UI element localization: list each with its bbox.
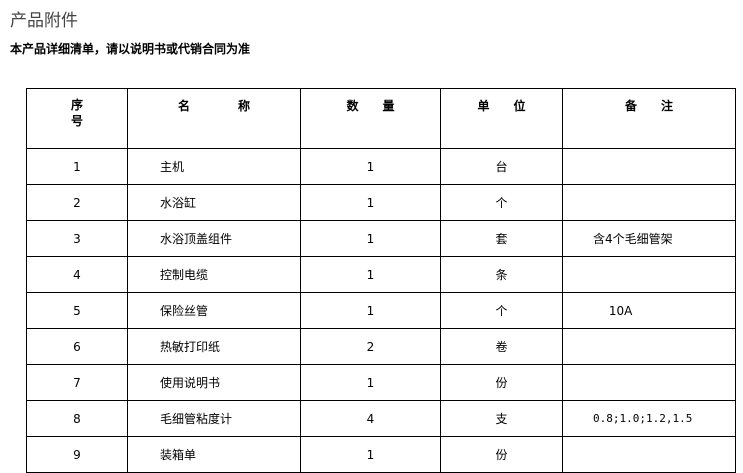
cell-name: 水浴缸 [127,184,301,221]
table-header-row: 序 号 名 称 数 量 单 位 备 注 [26,88,736,149]
table-row: 1 主机 1 台 [26,148,736,185]
header-index: 序 号 [26,88,128,149]
cell-unit: 支 [440,400,563,437]
cell-index: 2 [26,184,128,221]
cell-quantity: 4 [300,400,441,437]
page-title: 产品附件 [10,11,78,31]
cell-quantity: 1 [300,256,441,293]
page-subtitle: 本产品详细清单，请以说明书或代销合同为准 [10,42,251,56]
cell-name: 装箱单 [127,436,301,473]
table-row: 5 保险丝管 1 个 10A [26,292,736,329]
header-unit: 单 位 [440,88,563,149]
cell-name: 主机 [127,148,301,185]
cell-index: 5 [26,292,128,329]
cell-unit: 卷 [440,328,563,365]
header-quantity: 数 量 [300,88,441,149]
cell-unit: 个 [440,184,563,221]
table-row: 4 控制电缆 1 条 [26,256,736,293]
cell-unit: 台 [440,148,563,185]
cell-remark [562,328,736,365]
cell-index: 4 [26,256,128,293]
cell-remark [562,364,736,401]
cell-index: 8 [26,400,128,437]
cell-index: 1 [26,148,128,185]
cell-name: 保险丝管 [127,292,301,329]
cell-index: 9 [26,436,128,473]
cell-quantity: 1 [300,292,441,329]
cell-index: 3 [26,220,128,257]
table-row: 3 水浴顶盖组件 1 套含4个毛细管架 [26,220,736,257]
table-row: 2 水浴缸 1 个 [26,184,736,221]
table-row: 7 使用说明书 1 份 [26,364,736,401]
header-remark: 备 注 [562,88,736,149]
cell-name: 控制电缆 [127,256,301,293]
cell-remark [562,184,736,221]
header-name: 名 称 [127,88,301,149]
cell-quantity: 1 [300,184,441,221]
table-row: 9 装箱单 1 份 [26,436,736,473]
cell-remark [562,436,736,473]
cell-index: 6 [26,328,128,365]
cell-name: 使用说明书 [127,364,301,401]
cell-quantity: 1 [300,364,441,401]
cell-name: 水浴顶盖组件 [127,220,301,257]
table-row: 8 毛细管粘度计 4 支 0.8;1.0;1.2,1.5 [26,400,736,437]
cell-name: 毛细管粘度计 [127,400,301,437]
cell-quantity: 1 [300,148,441,185]
accessories-table: 序 号 名 称 数 量 单 位 备 注 1 主机 1 台 2 水浴缸 1 个 3 水浴顶盖组件 1 套… [26,88,736,473]
cell-remark [562,256,736,293]
cell-unit: 条 [440,256,563,293]
cell-remark: 0.8;1.0;1.2,1.5 [562,400,736,437]
cell-unit: 份 [440,364,563,401]
cell-unit: 个 [440,292,563,329]
cell-name: 热敏打印纸 [127,328,301,365]
table-row: 6 热敏打印纸 2 卷 [26,328,736,365]
cell-index: 7 [26,364,128,401]
cell-quantity: 1 [300,436,441,473]
cell-quantity: 2 [300,328,441,365]
cell-remark: 含4个毛细管架 [562,220,736,257]
cell-remark: 10A [562,292,736,329]
cell-remark [562,148,736,185]
cell-quantity: 1 [300,220,441,257]
cell-unit: 份 [440,436,563,473]
cell-unit: 套 [440,220,563,257]
